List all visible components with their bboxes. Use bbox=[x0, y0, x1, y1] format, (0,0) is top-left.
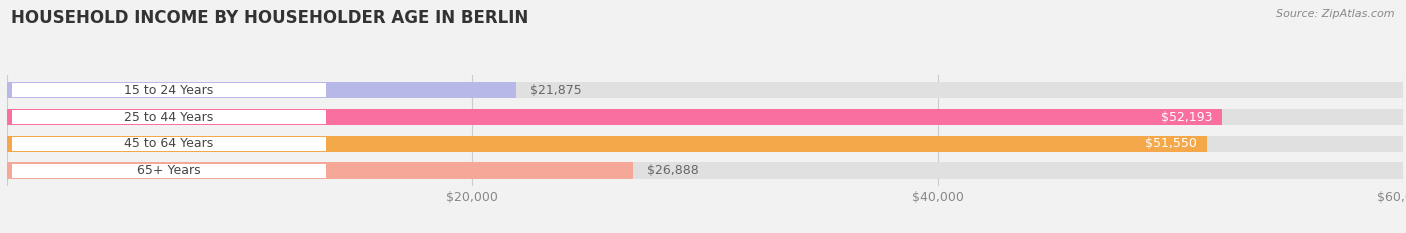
Bar bbox=[7, 136, 1403, 152]
Bar bbox=[11, 110, 326, 124]
Text: $21,875: $21,875 bbox=[530, 84, 582, 97]
Text: $26,888: $26,888 bbox=[647, 164, 699, 177]
Bar bbox=[11, 164, 326, 178]
Text: 15 to 24 Years: 15 to 24 Years bbox=[124, 84, 214, 97]
Bar bbox=[7, 162, 633, 179]
Bar bbox=[7, 82, 1403, 99]
Text: $52,193: $52,193 bbox=[1161, 110, 1212, 123]
Bar bbox=[11, 137, 326, 151]
Bar bbox=[7, 109, 1403, 125]
Bar bbox=[7, 109, 1222, 125]
Bar bbox=[7, 162, 1403, 179]
Text: 65+ Years: 65+ Years bbox=[136, 164, 201, 177]
Text: HOUSEHOLD INCOME BY HOUSEHOLDER AGE IN BERLIN: HOUSEHOLD INCOME BY HOUSEHOLDER AGE IN B… bbox=[11, 9, 529, 27]
Text: 25 to 44 Years: 25 to 44 Years bbox=[124, 110, 214, 123]
Bar bbox=[7, 82, 516, 99]
Text: Source: ZipAtlas.com: Source: ZipAtlas.com bbox=[1277, 9, 1395, 19]
Text: $51,550: $51,550 bbox=[1146, 137, 1198, 151]
Bar bbox=[11, 83, 326, 97]
Text: 45 to 64 Years: 45 to 64 Years bbox=[124, 137, 214, 151]
Bar bbox=[7, 136, 1206, 152]
